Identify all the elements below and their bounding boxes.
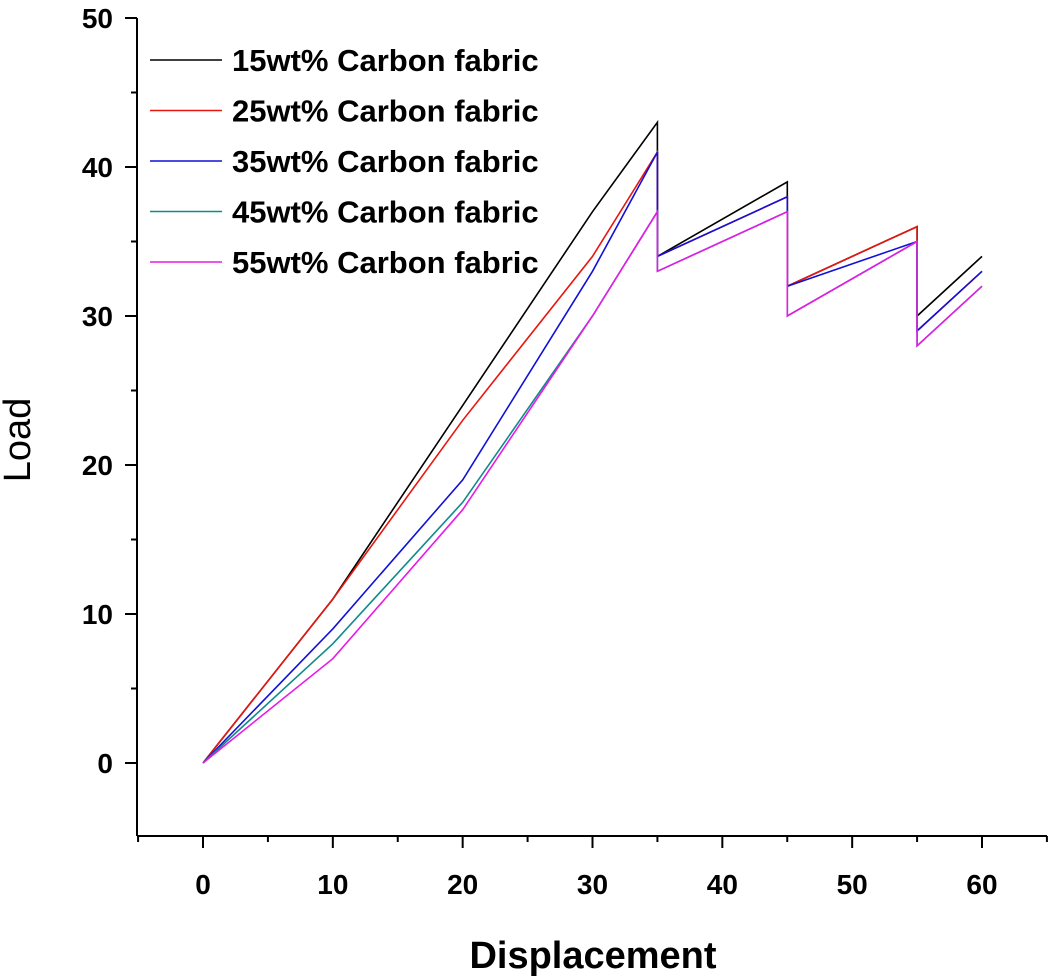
series-line-3 [202, 151, 983, 764]
legend-label-4: 45wt% Carbon fabric [232, 195, 539, 230]
x-tick-label: 50 [837, 869, 868, 900]
x-axis-title: Displacement [469, 935, 716, 977]
y-tick-label: 0 [97, 748, 113, 779]
legend-label-1: 15wt% Carbon fabric [232, 43, 539, 78]
legend-label-5: 55wt% Carbon fabric [232, 245, 539, 280]
x-tick-label: 40 [707, 869, 738, 900]
y-tick-label: 30 [82, 301, 113, 332]
y-axis-title: Load [0, 398, 39, 483]
y-tick-label: 50 [82, 3, 113, 34]
x-tick-label: 60 [966, 869, 997, 900]
x-tick-label: 20 [447, 869, 478, 900]
series-line-5 [202, 208, 983, 764]
legend: 15wt% Carbon fabric 25wt% Carbon fabric 35… [150, 43, 539, 280]
x-tick-label: 0 [195, 869, 211, 900]
legend-label-2: 25wt% Carbon fabric [232, 94, 539, 129]
y-tick-label: 10 [82, 599, 113, 630]
x-tick-label: 30 [577, 869, 608, 900]
legend-label-3: 35wt% Carbon fabric [232, 144, 539, 179]
y-tick-label: 20 [82, 450, 113, 481]
series-lines [202, 119, 983, 764]
series-line-4 [202, 208, 983, 764]
series-line-2 [202, 149, 983, 764]
x-tick-label: 10 [317, 869, 348, 900]
axes: 0 10 20 30 40 50 60 0 10 20 30 40 50 [82, 3, 1048, 900]
y-tick-label: 40 [82, 152, 113, 183]
